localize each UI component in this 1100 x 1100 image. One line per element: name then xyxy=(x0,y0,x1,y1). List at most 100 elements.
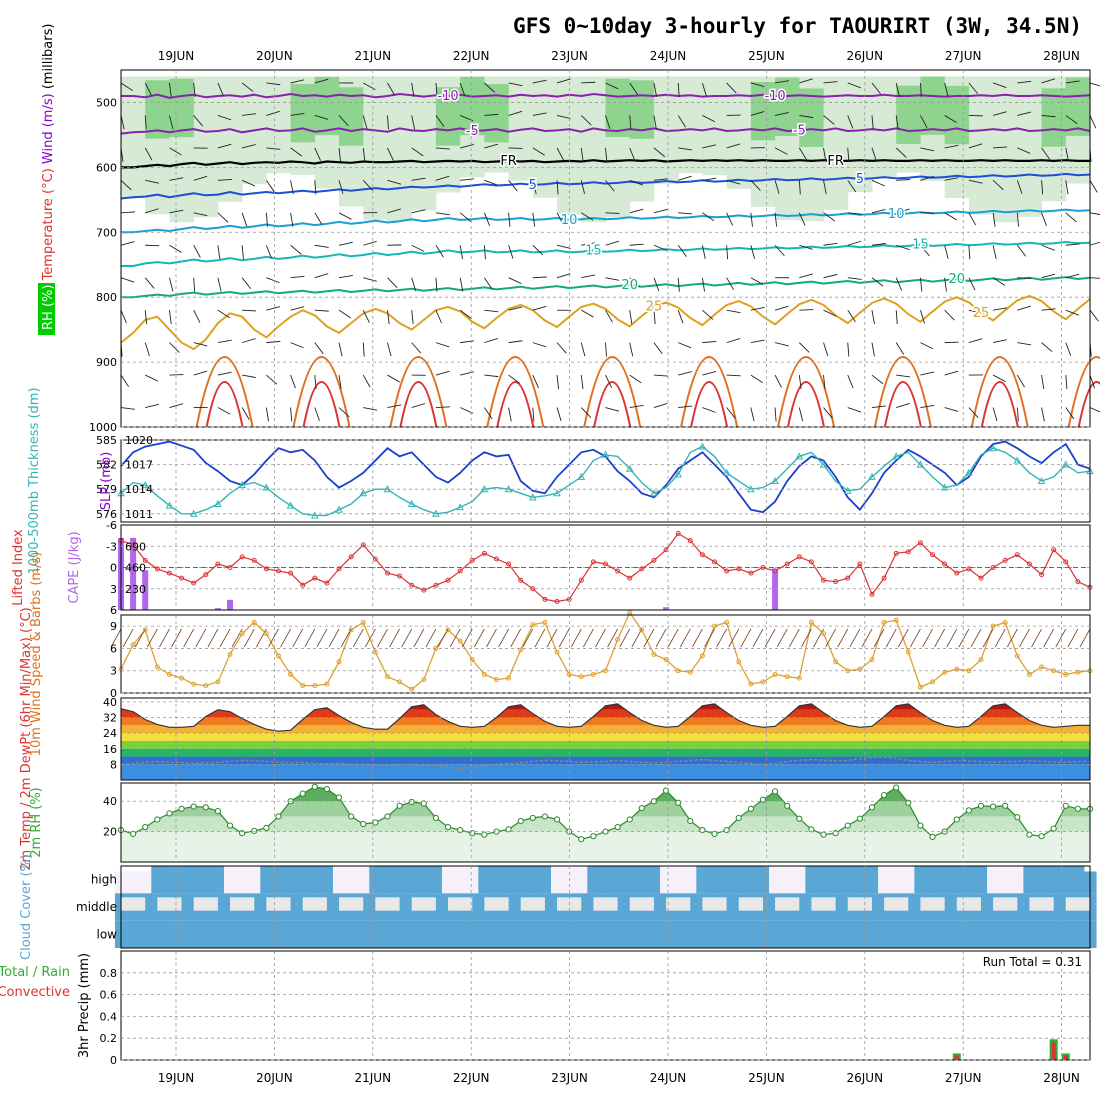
cape-bar xyxy=(227,599,234,610)
wind-barb xyxy=(120,407,135,410)
ylabel-li: CAPE (J/kg) xyxy=(67,531,82,603)
wind-barb xyxy=(193,309,201,323)
isotherm-loop xyxy=(680,356,739,428)
rh2m-point xyxy=(990,803,997,810)
wind-barb xyxy=(750,277,764,285)
wind-barb xyxy=(920,175,934,181)
lifted-index-point xyxy=(166,570,172,576)
isotherm-label-10: 10 xyxy=(561,213,578,228)
wind-barb xyxy=(217,277,222,292)
rh-shade xyxy=(363,76,388,220)
wind-barb xyxy=(290,342,304,349)
wind10-barb xyxy=(365,628,376,648)
wind10-point xyxy=(772,671,778,677)
wind-barb xyxy=(629,374,642,384)
wind-barb xyxy=(581,309,594,318)
wind10-point xyxy=(930,679,936,685)
cloud-high-bar xyxy=(187,866,201,894)
thickness-point xyxy=(262,483,271,491)
wind10-barb xyxy=(667,628,679,648)
wind-barb xyxy=(484,82,496,93)
rh2m-point xyxy=(880,792,888,799)
wind-barb xyxy=(241,407,250,420)
wind-barb xyxy=(217,339,232,344)
thickness-line xyxy=(120,445,1091,517)
slp-line xyxy=(120,440,1091,514)
wind10-point xyxy=(263,631,269,637)
lifted-index-point xyxy=(142,557,148,563)
cloud-low-bar xyxy=(429,920,443,948)
wind-barb xyxy=(775,80,789,84)
cloud-high-bar xyxy=(502,866,516,894)
cloud-low-bar xyxy=(502,920,516,948)
wind-barb xyxy=(508,110,523,116)
rh2m-point xyxy=(929,833,936,841)
wind10-barb xyxy=(873,628,885,648)
rh2m-point xyxy=(662,787,670,794)
wind-barb xyxy=(120,115,125,130)
cloud-low-bar xyxy=(272,920,286,948)
wind10-point xyxy=(154,664,160,670)
wind-barb xyxy=(896,402,910,408)
wind-barb xyxy=(532,305,547,311)
wind-barb xyxy=(362,115,368,130)
rh2m-point xyxy=(275,813,282,820)
wind-barb xyxy=(774,374,782,388)
lifted-index-point xyxy=(445,577,451,583)
temp-band xyxy=(121,764,1090,780)
thickness-point xyxy=(214,499,222,507)
cape-bar xyxy=(663,607,670,610)
wind10-point xyxy=(1014,653,1020,659)
cloud-low-bar xyxy=(647,920,661,948)
cloud-low-bar xyxy=(805,920,818,948)
cape-bar xyxy=(130,537,137,610)
wind-barb xyxy=(532,276,547,279)
wind-barb xyxy=(629,115,632,130)
wind-barb xyxy=(338,309,351,319)
wind10-point xyxy=(324,681,330,687)
wind10-barb xyxy=(934,628,945,648)
wind10-barb xyxy=(801,628,812,648)
rh2m-point xyxy=(541,813,549,820)
wind-barb xyxy=(605,277,620,281)
wind-barb xyxy=(678,342,692,349)
wind-barb xyxy=(992,245,997,260)
wind-barb xyxy=(750,180,761,191)
cloud-low-bar xyxy=(890,920,903,948)
cloud-high-bar xyxy=(635,866,649,894)
lifted-index-point xyxy=(1051,547,1057,553)
cloud-high-bar xyxy=(999,866,1012,894)
cloud-middle-gap xyxy=(920,897,945,911)
isotherm-loop xyxy=(593,381,632,428)
wind-barb xyxy=(459,245,464,260)
wind-barb xyxy=(290,275,305,279)
tick-tp: 24 xyxy=(103,727,117,740)
cloud-low-bar xyxy=(211,920,225,948)
panel-tp-frame xyxy=(120,697,1091,781)
wind-barb xyxy=(702,144,717,149)
thickness-point xyxy=(577,472,586,480)
lifted-index-point xyxy=(1039,572,1045,578)
wind10-barb xyxy=(280,628,291,648)
wind-barb xyxy=(1065,342,1072,356)
wind-barb xyxy=(169,342,180,353)
wind-barb xyxy=(435,309,442,324)
wind-barb xyxy=(871,243,886,246)
wind10-point xyxy=(215,679,221,685)
rh-shade xyxy=(557,76,582,215)
wind-barb xyxy=(895,277,903,291)
cloud-high-bar xyxy=(478,866,491,894)
lifted-index-point xyxy=(384,570,390,576)
wind-barb xyxy=(290,180,294,195)
wind10-point xyxy=(615,637,621,643)
wind-barb xyxy=(580,115,592,126)
chart-title: GFS 0~10day 3-hourly for TAOURIRT (3W, 3… xyxy=(513,14,1082,38)
wind-barb xyxy=(605,309,613,323)
wind-barb xyxy=(484,277,493,290)
rh2m-point xyxy=(844,822,851,829)
tick-rh: 20 xyxy=(103,826,117,839)
wind-barb xyxy=(992,111,1007,116)
wind-barb xyxy=(605,240,620,246)
wind-barb xyxy=(677,244,687,257)
wind10-point xyxy=(191,681,197,687)
